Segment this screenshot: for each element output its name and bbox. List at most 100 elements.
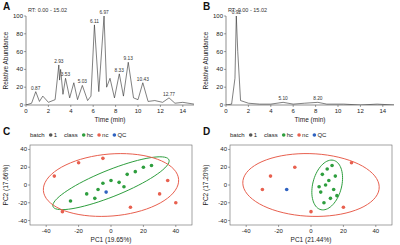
y-tick — [224, 105, 226, 106]
panel-label: B — [203, 1, 210, 12]
legend-text: 1 — [54, 132, 58, 138]
x-tick — [93, 105, 94, 107]
y-tick-label: 60 — [16, 49, 23, 55]
legend-text: batch — [230, 132, 245, 138]
plot-frame — [30, 145, 192, 225]
x-tick-label: 0 — [309, 228, 313, 234]
point — [125, 173, 129, 177]
x-tick — [111, 225, 112, 227]
x-tick — [226, 105, 227, 107]
point — [334, 174, 338, 178]
legend-text: QC — [317, 132, 327, 138]
confidence-ellipse — [312, 160, 343, 210]
x-tick — [343, 225, 344, 227]
point — [329, 197, 333, 201]
y-tick-label: -40 — [18, 218, 27, 224]
point — [77, 161, 81, 165]
y-tick — [224, 69, 226, 70]
y-tick — [224, 87, 226, 88]
legend-text: hc — [87, 132, 93, 138]
legend-marker — [313, 133, 317, 137]
peak-label: 0.92 — [232, 10, 242, 15]
trace — [226, 16, 394, 105]
x-tick-label: 40 — [172, 228, 179, 234]
point — [109, 179, 113, 183]
point — [158, 192, 162, 196]
x-tick-label: 12 — [157, 108, 164, 114]
legend-text: hc — [287, 132, 293, 138]
y-tick-label: 0 — [220, 102, 224, 108]
trace — [26, 16, 194, 105]
x-axis-label: Time (min) — [295, 116, 326, 124]
x-tick-label: 40 — [372, 228, 379, 234]
x-tick — [270, 105, 271, 107]
peak-label: 5.10 — [278, 96, 288, 101]
plot-frame — [230, 145, 392, 225]
y-tick — [24, 69, 26, 70]
peak-label: 2.93 — [54, 59, 64, 64]
point — [319, 190, 323, 194]
y-tick — [228, 149, 230, 150]
point — [350, 161, 354, 165]
y-tick-label: 0 — [224, 182, 228, 188]
peak-label: 6.97 — [99, 10, 109, 15]
y-tick-label: -20 — [218, 200, 227, 206]
panel: D-40-2002040-40-2002040PC1 (21.44%)PC2 (… — [202, 126, 392, 244]
y-tick — [28, 167, 30, 168]
peak-label: 9.13 — [124, 56, 134, 61]
panel: ART: 0.00 - 15.0202468101214020406080100… — [2, 1, 194, 124]
x-tick-label: 8 — [114, 108, 118, 114]
y-tick — [228, 167, 230, 168]
point — [117, 181, 121, 185]
y-tick-label: 100 — [213, 13, 224, 19]
y-tick-label: 80 — [16, 31, 23, 37]
y-tick-label: -40 — [218, 218, 227, 224]
legend-marker — [113, 133, 117, 137]
y-tick-label: 100 — [13, 13, 24, 19]
point — [142, 165, 146, 169]
point — [134, 170, 138, 174]
x-tick-label: 8 — [314, 108, 318, 114]
y-axis-label: PC2 (17.20%) — [202, 165, 210, 206]
x-tick-label: 14 — [179, 108, 186, 114]
x-tick — [375, 225, 376, 227]
point — [104, 190, 108, 194]
x-tick-label: 0 — [109, 228, 113, 234]
x-axis-label: Time (min) — [95, 116, 126, 124]
x-tick — [115, 105, 116, 107]
x-tick-label: 0 — [24, 108, 28, 114]
legend-text: batch — [30, 132, 45, 138]
point — [96, 188, 100, 192]
legend-text: 1 — [254, 132, 258, 138]
y-tick-label: 20 — [216, 84, 223, 90]
point — [93, 197, 97, 201]
x-tick-label: -40 — [242, 228, 251, 234]
marks — [26, 16, 194, 105]
y-tick-label: -20 — [18, 200, 27, 206]
point — [330, 164, 334, 168]
x-tick — [293, 105, 294, 107]
y-axis — [226, 16, 227, 105]
x-axis-label: PC1 (21.44%) — [291, 236, 332, 244]
legend: batch1classhcncQC — [230, 132, 327, 138]
y-tick — [28, 149, 30, 150]
y-tick — [224, 33, 226, 34]
point — [101, 157, 105, 161]
x-tick-label: 14 — [379, 108, 386, 114]
y-tick — [24, 33, 26, 34]
legend-text: class — [264, 132, 278, 138]
confidence-ellipse — [53, 157, 169, 210]
point — [174, 201, 178, 205]
legend-marker — [282, 133, 286, 137]
x-tick — [182, 105, 183, 107]
legend-text: class — [64, 132, 78, 138]
panel-label: C — [3, 126, 10, 137]
peak-label: 10.43 — [137, 77, 149, 82]
point — [325, 167, 329, 171]
point — [321, 173, 325, 177]
point — [309, 210, 313, 214]
x-tick — [246, 225, 247, 227]
point — [122, 185, 126, 189]
peak-label: 12.77 — [163, 92, 175, 97]
x-tick — [338, 105, 339, 107]
